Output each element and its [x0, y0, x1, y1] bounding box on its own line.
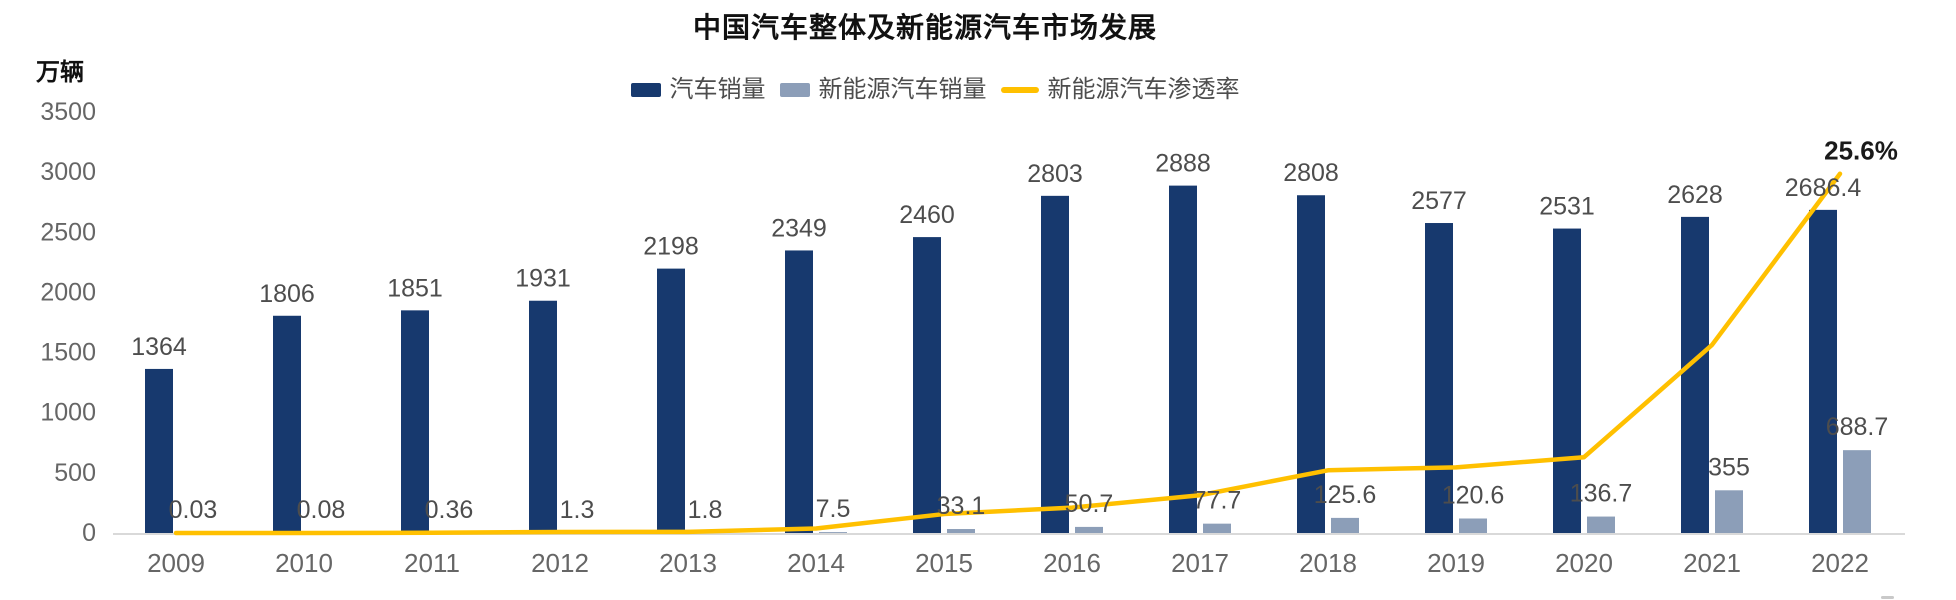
bar-auto-sales-2011: [401, 310, 429, 533]
x-axis-label-2022: 2022: [1811, 548, 1869, 578]
bar-auto-sales-2021: [1681, 216, 1709, 533]
y-tick-label: 2500: [40, 218, 96, 246]
bar-nev-sales-2017: [1203, 523, 1231, 533]
chart-title: 中国汽车整体及新能源汽车市场发展: [692, 12, 1157, 43]
x-axis-label-2009: 2009: [147, 548, 205, 578]
value-label-nev-2015: 33.1: [937, 492, 986, 520]
value-label-auto-2010: 1806: [259, 280, 315, 308]
bar-auto-sales-2019: [1425, 223, 1453, 533]
value-label-nev-2016: 50.7: [1065, 490, 1114, 518]
value-label-nev-2017: 77.7: [1193, 487, 1242, 515]
value-label-auto-2021: 2628: [1667, 181, 1723, 209]
bar-nev-sales-2018: [1331, 517, 1359, 533]
bar-nev-sales-2020: [1587, 516, 1615, 533]
value-label-nev-2022: 688.7: [1826, 413, 1889, 441]
y-tick-label: 1500: [40, 339, 96, 367]
x-axis-label-2010: 2010: [275, 548, 333, 578]
legend-swatch-bar-1: [779, 83, 810, 97]
bar-auto-sales-2015: [913, 237, 941, 533]
value-label-nev-2010: 0.08: [297, 496, 346, 524]
value-label-nev-2013: 1.8: [688, 496, 723, 524]
value-label-auto-2018: 2808: [1283, 159, 1339, 187]
legend-item-0: 汽车销量: [630, 76, 766, 103]
value-label-nev-2018: 125.6: [1314, 481, 1377, 509]
value-label-nev-2021: 355: [1708, 453, 1750, 481]
bar-nev-sales-2019: [1459, 518, 1487, 533]
bar-nev-sales-2014: [819, 532, 847, 533]
value-label-auto-2016: 2803: [1027, 160, 1083, 188]
x-axis-label-2021: 2021: [1683, 548, 1741, 578]
bar-auto-sales-2013: [657, 268, 685, 533]
x-axis-label-2017: 2017: [1171, 548, 1229, 578]
x-axis-label-2018: 2018: [1299, 548, 1357, 578]
legend: 汽车销量 新能源汽车销量 新能源汽车渗透率: [0, 78, 1870, 102]
penetration-rate-line: [173, 171, 1843, 536]
value-label-auto-2020: 2531: [1539, 193, 1595, 221]
value-label-nev-2020: 136.7: [1570, 480, 1633, 508]
bar-auto-sales-2012: [529, 300, 557, 533]
bar-nev-sales-2016: [1075, 526, 1103, 533]
value-label-nev-2009: 0.03: [169, 496, 218, 524]
x-axis-label-2012: 2012: [531, 548, 589, 578]
y-axis-unit-label: 万辆: [36, 59, 84, 86]
value-label-nev-2012: 1.3: [560, 496, 595, 524]
x-axis-label-2020: 2020: [1555, 548, 1613, 578]
bar-auto-sales-2017: [1169, 185, 1197, 533]
bar-auto-sales-2009: [145, 368, 173, 533]
bar-nev-sales-2022: [1843, 450, 1871, 533]
legend-label: 新能源汽车销量: [818, 76, 987, 103]
legend-item-2: 新能源汽车渗透率: [1000, 76, 1240, 103]
bar-auto-sales-2016: [1041, 195, 1069, 533]
value-label-auto-2019: 2577: [1411, 187, 1467, 215]
penetration-end-label: 25.6%: [1824, 136, 1898, 166]
legend-label: 新能源汽车渗透率: [1047, 76, 1240, 103]
bar-auto-sales-2020: [1553, 228, 1581, 533]
bar-auto-sales-2022: [1809, 209, 1837, 534]
y-tick-label: 500: [54, 459, 96, 487]
x-axis-label-2016: 2016: [1043, 548, 1101, 578]
value-label-auto-2022: 2686.4: [1785, 174, 1862, 202]
value-label-nev-2019: 120.6: [1442, 481, 1505, 509]
value-label-auto-2013: 2198: [643, 233, 699, 261]
value-label-auto-2015: 2460: [899, 201, 955, 229]
y-tick-label: 0: [82, 519, 96, 547]
x-axis-label-2015: 2015: [915, 548, 973, 578]
x-axis-label-2014: 2014: [787, 548, 845, 578]
x-axis-label-2013: 2013: [659, 548, 717, 578]
value-label-auto-2011: 1851: [387, 274, 443, 302]
x-axis-label-2019: 2019: [1427, 548, 1485, 578]
bar-auto-sales-2010: [273, 315, 301, 533]
y-tick-label: 1000: [40, 399, 96, 427]
value-label-auto-2014: 2349: [771, 214, 827, 242]
y-tick-label: 3500: [40, 98, 96, 126]
value-label-auto-2009: 1364: [131, 333, 187, 361]
legend-swatch-bar-0: [630, 83, 661, 97]
x-axis-label-2011: 2011: [404, 548, 460, 578]
value-label-auto-2017: 2888: [1155, 150, 1211, 178]
value-label-auto-2012: 1931: [515, 265, 571, 293]
bar-auto-sales-2014: [785, 250, 813, 533]
bar-nev-sales-2015: [947, 529, 975, 533]
legend-item-1: 新能源汽车销量: [779, 76, 987, 103]
y-tick-label: 3000: [40, 158, 96, 186]
legend-swatch-line-2: [1000, 87, 1039, 93]
value-label-nev-2011: 0.36: [425, 496, 474, 524]
value-label-nev-2014: 7.5: [816, 495, 851, 523]
scrollbar-artifact-mark: [1881, 596, 1894, 599]
title-row: 中国汽车整体及新能源汽车市场发展: [0, 6, 1850, 46]
y-tick-label: 2000: [40, 278, 96, 306]
bar-nev-sales-2021: [1715, 490, 1743, 533]
legend-label: 汽车销量: [669, 76, 766, 103]
